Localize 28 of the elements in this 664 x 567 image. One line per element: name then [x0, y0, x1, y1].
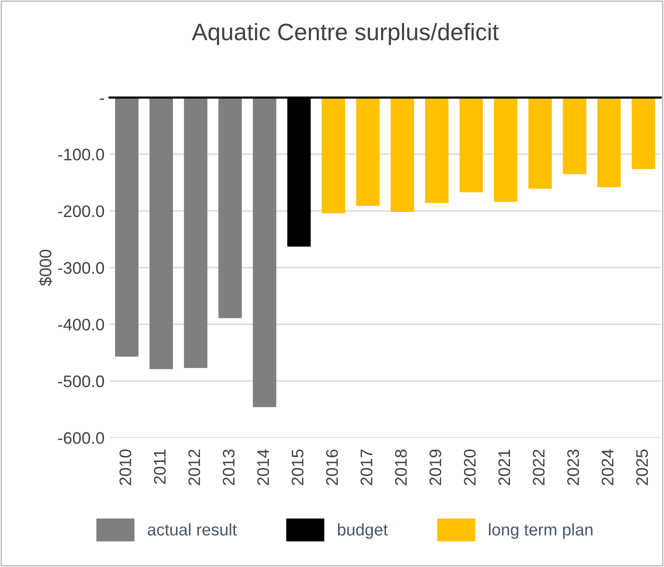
- x-tick-label: 2015: [292, 450, 304, 486]
- y-tick-label: -100.0: [58, 148, 104, 160]
- x-tick-label: 2014: [257, 449, 270, 486]
- x-tick-label: 2023: [567, 450, 580, 486]
- x-tick-label: 2010: [119, 449, 132, 486]
- y-tick-label: -600.0: [58, 432, 104, 444]
- x-tick-label: 2024: [602, 449, 614, 486]
- x-tick-label: 2022: [532, 450, 545, 486]
- x-tick-label: 2021: [498, 450, 510, 486]
- y-tick-label: -300.0: [58, 262, 104, 274]
- x-tick-label: 2017: [360, 450, 372, 486]
- legend-label: actual result: [148, 523, 237, 536]
- x-tick-label: 2011: [154, 450, 166, 484]
- x-tick-label: 2019: [429, 450, 442, 486]
- y-tick-label: -: [100, 98, 104, 100]
- y-axis-title: $000: [38, 250, 52, 286]
- x-tick-label: 2016: [326, 450, 338, 486]
- x-tick-label: 2020: [464, 449, 476, 486]
- y-tick-label: -400.0: [58, 318, 104, 331]
- x-tick-label: 2018: [395, 450, 407, 486]
- legend-label: long term plan: [489, 523, 592, 539]
- legend-label: budget: [338, 523, 388, 539]
- x-tick-label: 2013: [222, 450, 235, 486]
- y-tick-label: -500.0: [58, 375, 104, 388]
- x-tick-label: 2025: [636, 450, 648, 486]
- y-tick-label: -200.0: [58, 205, 104, 218]
- chart-title: Aquatic Centre surplus/deficit: [192, 23, 499, 46]
- x-tick-label: 2012: [188, 450, 200, 486]
